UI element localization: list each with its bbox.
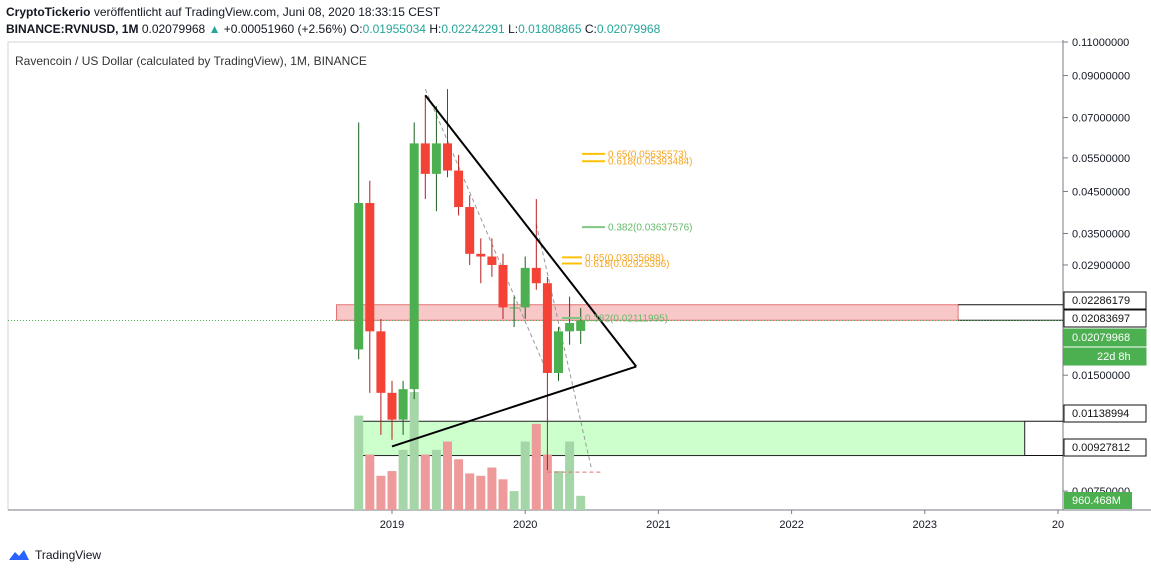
volume-bar <box>542 454 552 510</box>
candle-body <box>498 264 508 308</box>
volume-bar <box>565 441 575 510</box>
fib-level-label: 0.618(0.02925396) <box>585 259 670 270</box>
candle-body <box>387 392 397 420</box>
candle-body <box>409 143 419 390</box>
low-value: 0.01808865 <box>518 22 582 36</box>
x-tick-label: 2022 <box>779 519 803 531</box>
candle-body <box>376 331 386 393</box>
volume-bar <box>409 392 419 510</box>
price-tag <box>1063 309 1147 328</box>
y-tick-label: 0.04500000 <box>1072 186 1130 198</box>
y-tick-label: 0.05500000 <box>1072 153 1130 165</box>
change-arrow-icon: ▲ <box>208 22 221 36</box>
volume-bar <box>531 423 541 510</box>
ascending-trendline <box>391 365 637 448</box>
fib-level-label: 0.65(0.05635573) <box>608 149 687 160</box>
candle-body <box>420 143 430 174</box>
candle-body <box>354 203 364 350</box>
y-tick-label: 0.03500000 <box>1072 229 1130 241</box>
volume-bar <box>354 415 364 510</box>
price-tag <box>1063 404 1147 423</box>
brand-name: TradingView <box>35 548 102 562</box>
volume-bar <box>487 467 497 510</box>
candle-body <box>542 283 552 373</box>
candle-body <box>365 203 375 332</box>
volume-bar <box>376 475 386 510</box>
tradingview-logo[interactable]: TradingView <box>8 548 101 562</box>
y-tick-label: 0.01500000 <box>1072 370 1130 382</box>
fib-level-label: 0.382(0.03637576) <box>608 223 693 234</box>
volume-bar <box>554 471 563 510</box>
volume-bar <box>576 495 586 510</box>
last-price: 0.02079968 <box>141 22 206 36</box>
price-tag-label: 0.01138994 <box>1072 408 1129 420</box>
candle-body <box>454 170 464 208</box>
y-tick-label: 0.09000000 <box>1072 71 1130 83</box>
price-tag-label: 0.02079968 <box>1072 332 1130 344</box>
price-tag <box>1063 291 1147 310</box>
y-tick-label: 0.11000000 <box>1072 37 1129 49</box>
volume-bar <box>476 475 486 510</box>
x-tick-label: 2019 <box>380 519 404 531</box>
ohlc-legend: BINANCE:RVNUSD, 1M 0.02079968 ▲ +0.00051… <box>6 22 661 36</box>
support-zone <box>358 420 1026 457</box>
publisher-name[interactable]: CryptoTickerio <box>6 5 91 19</box>
volume-tag <box>1064 492 1132 509</box>
price-tag-label: 0.02083697 <box>1072 313 1130 325</box>
volume-bar <box>365 454 375 510</box>
volume-bar <box>465 473 475 510</box>
candle-body <box>509 307 519 309</box>
x-tick-label: 20 <box>1052 519 1064 531</box>
candle-body <box>576 320 586 331</box>
candle-body <box>431 143 441 174</box>
price-tag <box>1063 328 1147 347</box>
x-tick-label: 2021 <box>646 519 670 531</box>
y-tick-label: 0.02900000 <box>1072 260 1130 272</box>
descending-trendline <box>424 94 637 368</box>
open-value: 0.01955034 <box>362 22 426 36</box>
candle-body <box>565 322 575 332</box>
volume-bar <box>431 449 441 510</box>
price-tag <box>1063 438 1147 457</box>
price-tag-label: 0.00927812 <box>1072 442 1130 454</box>
candle-body <box>398 389 408 420</box>
volume-bar <box>498 479 508 510</box>
y-tick-label: 0.07000000 <box>1072 113 1130 125</box>
volume-tag-label: 960.468M <box>1072 495 1121 507</box>
volume-bar <box>509 491 519 510</box>
close-value: 0.02079968 <box>596 22 661 36</box>
candle-body <box>476 253 486 257</box>
high-value: 0.02242291 <box>441 22 505 36</box>
publish-info: CryptoTickerio veröffentlicht auf Tradin… <box>6 5 440 19</box>
price-change: +0.00051960 (+2.56%) <box>223 22 347 36</box>
volume-bar <box>387 471 397 510</box>
dashed-line <box>424 88 548 374</box>
volume-bar <box>443 441 452 510</box>
candle-body <box>443 143 452 171</box>
price-tag-label: 0.02286179 <box>1072 295 1130 307</box>
volume-bar <box>520 441 530 510</box>
price-tag <box>1063 347 1147 366</box>
candle-body <box>487 256 497 265</box>
volume-bar <box>454 459 464 510</box>
fib-level-label: 0.618(0.05393484) <box>608 157 693 168</box>
publish-date: veröffentlicht auf TradingView.com, Juni… <box>93 5 441 19</box>
fib-level-label: 0.382(0.02111995) <box>585 313 668 324</box>
x-tick-label: 2023 <box>913 519 937 531</box>
symbol-label: BINANCE:RVNUSD, 1M <box>6 22 139 36</box>
volume-bar <box>398 449 408 510</box>
fib-level-label: 0.65(0.03035688) <box>585 253 664 264</box>
volume-bar <box>420 454 430 510</box>
candle-body <box>531 267 541 284</box>
dashed-line <box>535 224 593 471</box>
price-tag-label: 22d 8h <box>1097 351 1131 363</box>
candle-body <box>554 331 563 373</box>
x-tick-label: 2020 <box>513 519 537 531</box>
tradingview-logo-icon <box>9 550 29 560</box>
chart-title: Ravencoin / US Dollar (calculated by Tra… <box>15 54 367 68</box>
candle-body <box>520 267 530 308</box>
candle-body <box>465 207 475 254</box>
